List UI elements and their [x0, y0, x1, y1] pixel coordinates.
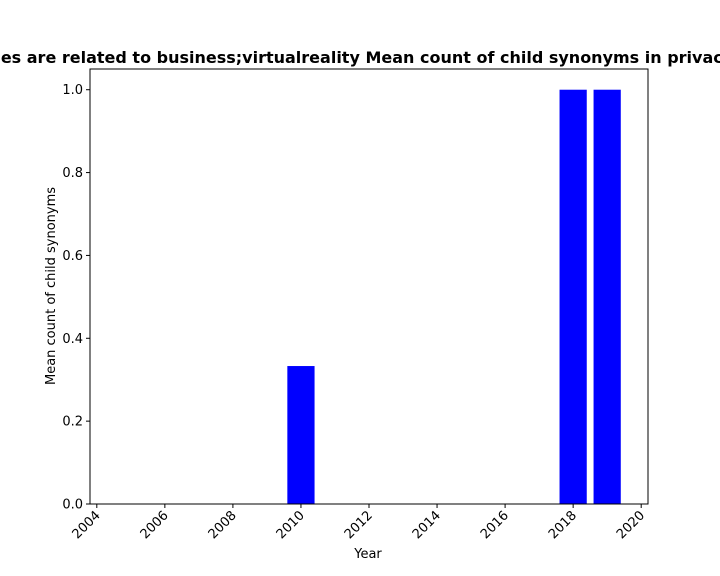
bar-2018 — [559, 89, 587, 504]
x-axis-label: Year — [353, 547, 382, 562]
y-tick-label: 0.6 — [62, 249, 83, 264]
y-tick-label: 0.8 — [62, 166, 83, 181]
y-tick-label: 1.0 — [62, 83, 83, 98]
x-tick-label: 2014 — [410, 508, 444, 542]
x-tick-label: 2018 — [546, 508, 580, 542]
x-tick-label: 2006 — [138, 508, 172, 542]
x-tick-label: 2008 — [206, 508, 240, 542]
chart-title: es are related to business;virtualrealit… — [1, 48, 720, 67]
y-tick-label: 0.2 — [62, 415, 83, 430]
x-tick-label: 2016 — [478, 508, 512, 542]
y-axis: 0.0 0.2 0.4 0.6 0.8 1.0 — [62, 83, 90, 513]
bar-2010 — [287, 366, 315, 504]
y-tick-label: 0.4 — [62, 332, 83, 347]
x-tick-label: 2004 — [70, 508, 104, 542]
y-axis-label: Mean count of child synonyms — [44, 187, 59, 385]
bars-group — [287, 89, 621, 504]
bar-2019 — [593, 89, 621, 504]
y-tick-label: 0.0 — [62, 498, 83, 513]
x-axis: 2004 2006 2008 2010 2012 2014 2016 2018 2020 — [70, 504, 648, 542]
x-tick-label: 2012 — [342, 508, 376, 542]
x-tick-label: 2010 — [274, 508, 308, 542]
x-tick-label: 2020 — [614, 508, 648, 542]
